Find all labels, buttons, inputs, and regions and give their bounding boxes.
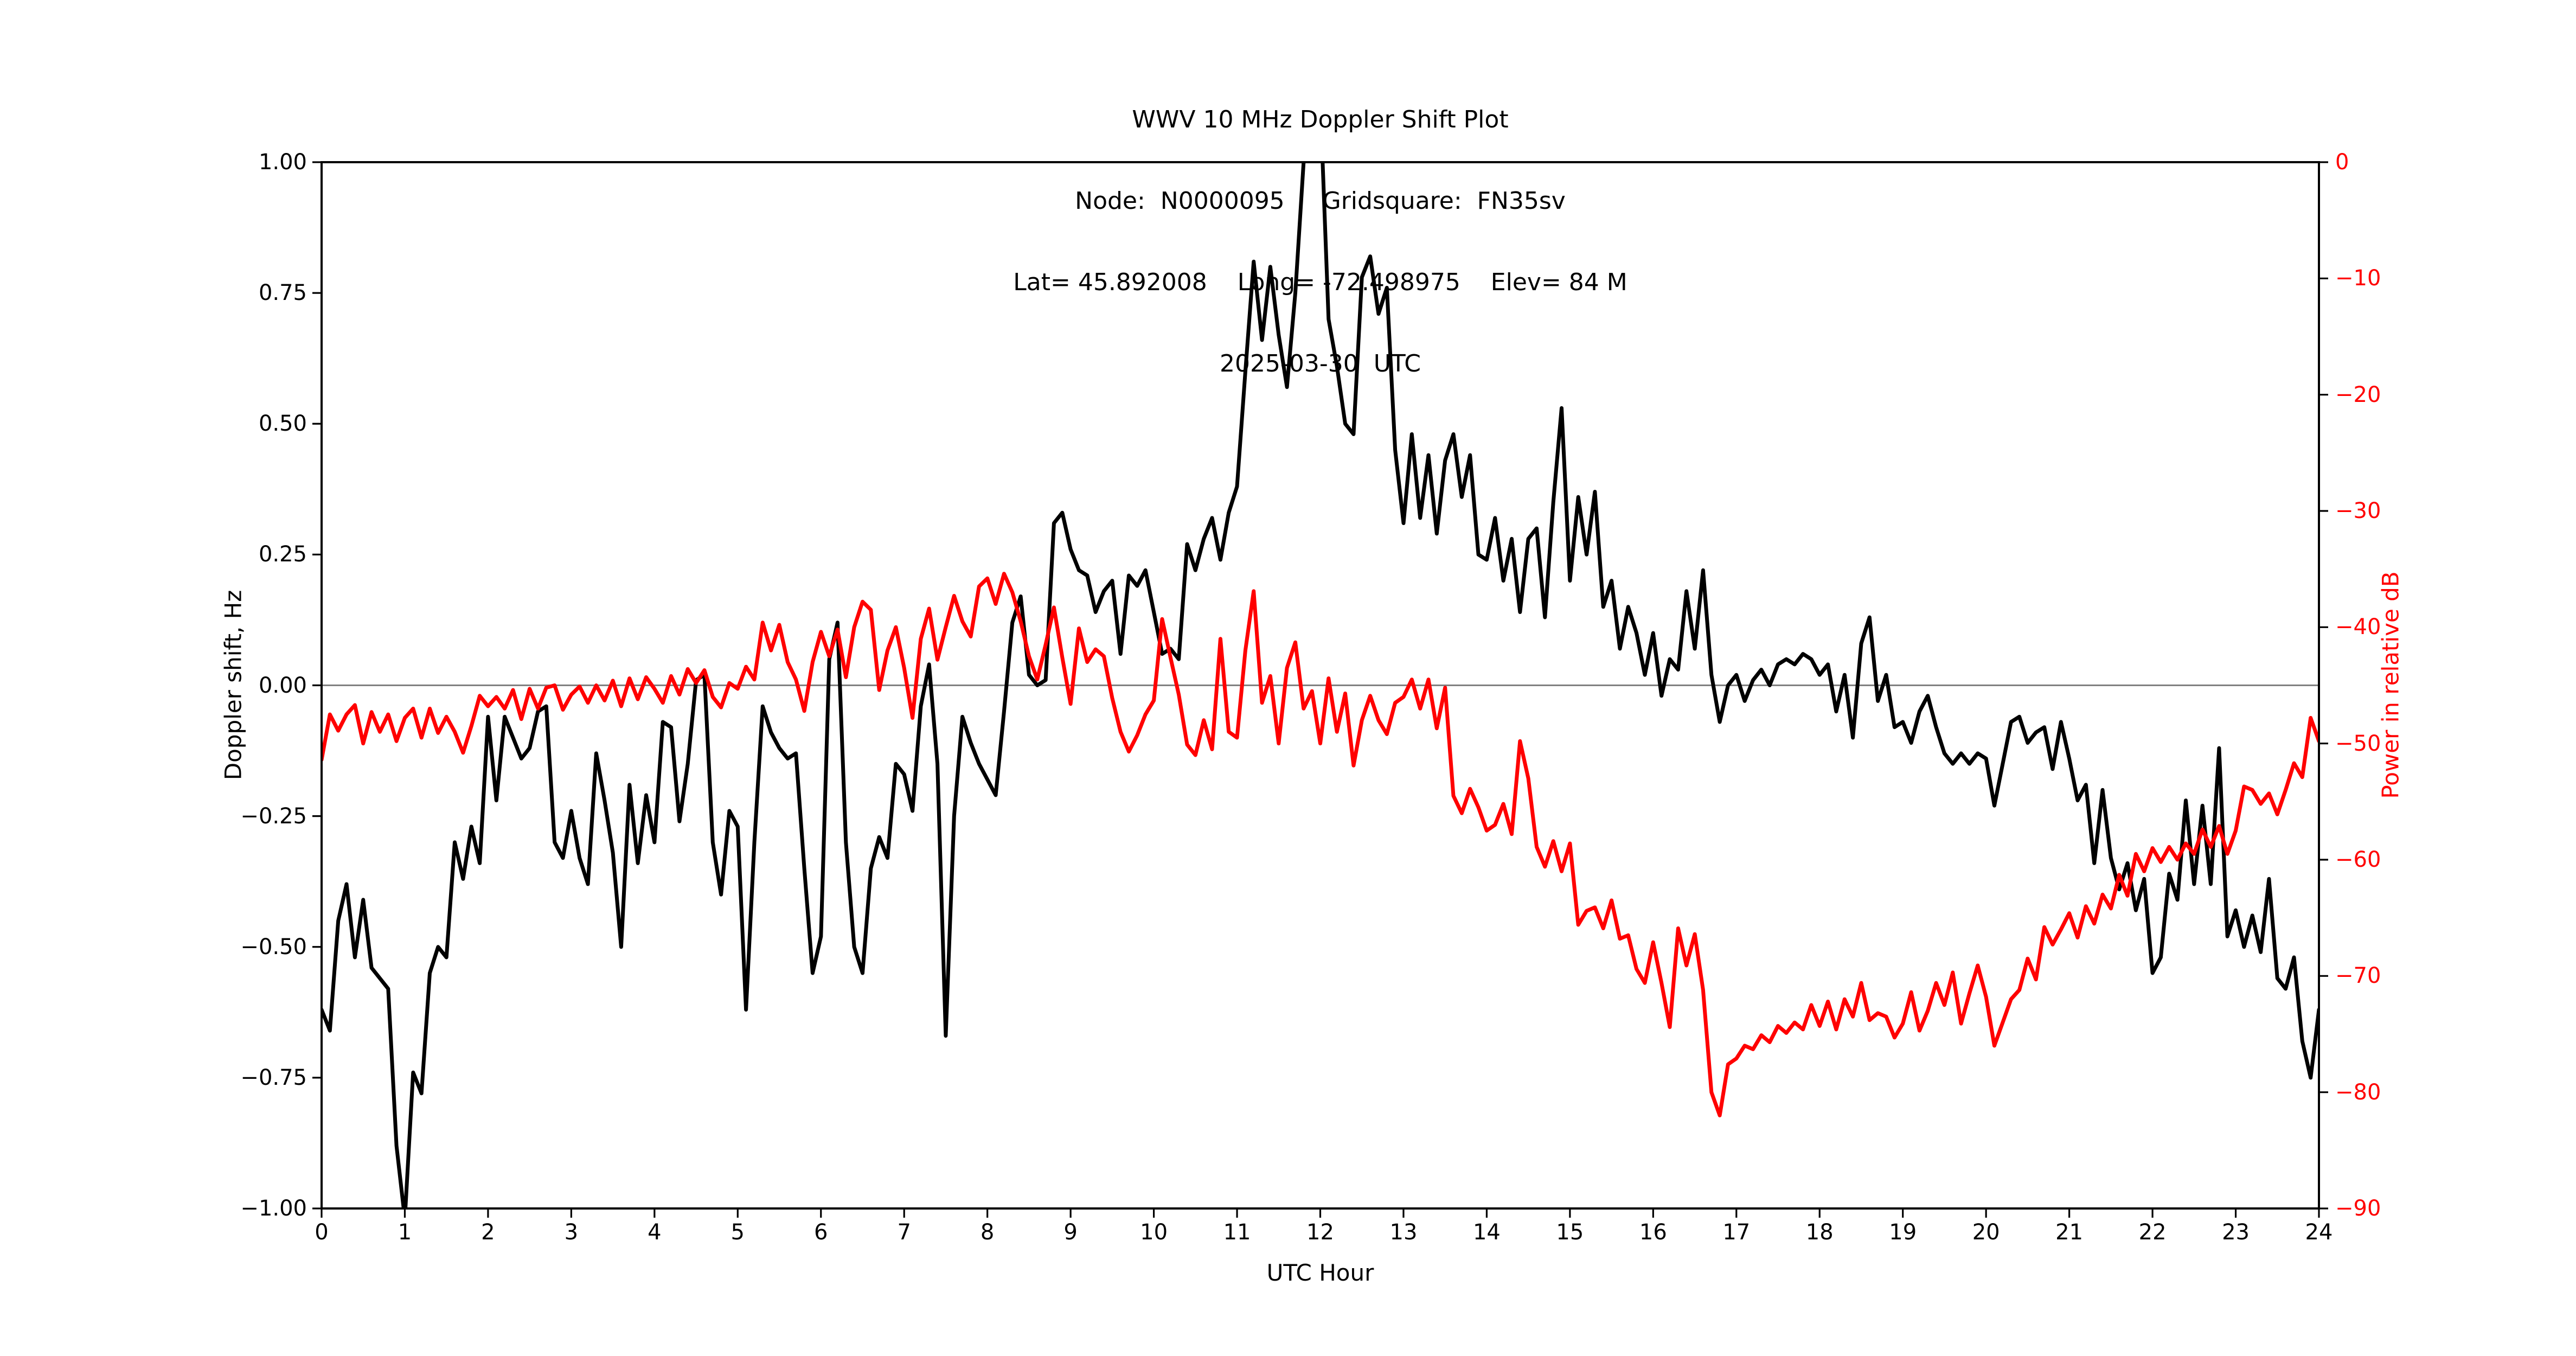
x-tick-label: 19 — [1889, 1220, 1917, 1245]
x-tick-label: 18 — [1805, 1220, 1834, 1245]
left-tick-label: 0.00 — [258, 673, 307, 698]
x-tick-label: 3 — [564, 1220, 579, 1245]
left-axis-title: Doppler shift, Hz — [220, 590, 247, 781]
x-tick-label: 22 — [2138, 1220, 2167, 1245]
right-axis-title: Power in relative dB — [2377, 571, 2404, 799]
x-tick-label: 16 — [1639, 1220, 1667, 1245]
right-tick-label: −10 — [2335, 266, 2381, 291]
x-tick-label: 4 — [648, 1220, 662, 1245]
right-tick-label: −60 — [2335, 847, 2381, 872]
x-tick-label: 2 — [481, 1220, 495, 1245]
x-tick-label: 20 — [1972, 1220, 2000, 1245]
left-tick-label: 0.25 — [258, 542, 307, 567]
x-tick-label: 17 — [1722, 1220, 1751, 1245]
chart-title-line2: Node: N0000095 Gridsquare: FN35sv — [1075, 187, 1566, 215]
x-tick-label: 0 — [315, 1220, 329, 1245]
right-tick-label: −80 — [2335, 1079, 2381, 1105]
plot-frame — [321, 161, 2320, 1210]
right-tick-label: 0 — [2335, 150, 2349, 175]
x-tick-label: 14 — [1472, 1220, 1501, 1245]
x-axis-title: UTC Hour — [1266, 1259, 1374, 1286]
x-tick-label: 15 — [1556, 1220, 1584, 1245]
x-tick-label: 21 — [2055, 1220, 2084, 1245]
left-tick-label: −0.75 — [240, 1065, 307, 1090]
left-tick-label: 0.50 — [258, 411, 307, 437]
x-tick-label: 13 — [1389, 1220, 1418, 1245]
chart-title-block: WWV 10 MHz Doppler Shift Plot Node: N000… — [322, 52, 2319, 432]
x-tick-label: 5 — [730, 1220, 745, 1245]
x-tick-label: 12 — [1306, 1220, 1334, 1245]
right-tick-label: −20 — [2335, 382, 2381, 407]
x-tick-label: 24 — [2305, 1220, 2333, 1245]
x-tick-label: 11 — [1223, 1220, 1251, 1245]
doppler-series-line — [322, 162, 2319, 1208]
left-tick-label: −0.50 — [240, 934, 307, 960]
chart-title-line1: WWV 10 MHz Doppler Shift Plot — [1132, 106, 1509, 133]
left-tick-label: 1.00 — [258, 150, 307, 175]
right-tick-label: −40 — [2335, 615, 2381, 640]
right-tick-label: −50 — [2335, 731, 2381, 756]
power-series-line — [322, 572, 2319, 1117]
left-tick-label: −1.00 — [240, 1196, 307, 1221]
right-tick-label: −90 — [2335, 1196, 2381, 1221]
x-tick-label: 10 — [1140, 1220, 1168, 1245]
x-tick-label: 23 — [2222, 1220, 2250, 1245]
chart-title-line3: Lat= 45.892008 Long= -72.498975 Elev= 84… — [1013, 268, 1627, 296]
x-tick-label: 1 — [398, 1220, 412, 1245]
right-tick-label: −30 — [2335, 498, 2381, 523]
left-tick-label: 0.75 — [258, 280, 307, 306]
x-tick-label: 8 — [980, 1220, 995, 1245]
left-tick-label: −0.25 — [240, 803, 307, 829]
x-tick-label: 9 — [1063, 1220, 1078, 1245]
right-tick-label: −70 — [2335, 963, 2381, 989]
x-tick-label: 6 — [814, 1220, 828, 1245]
x-tick-label: 7 — [897, 1220, 911, 1245]
